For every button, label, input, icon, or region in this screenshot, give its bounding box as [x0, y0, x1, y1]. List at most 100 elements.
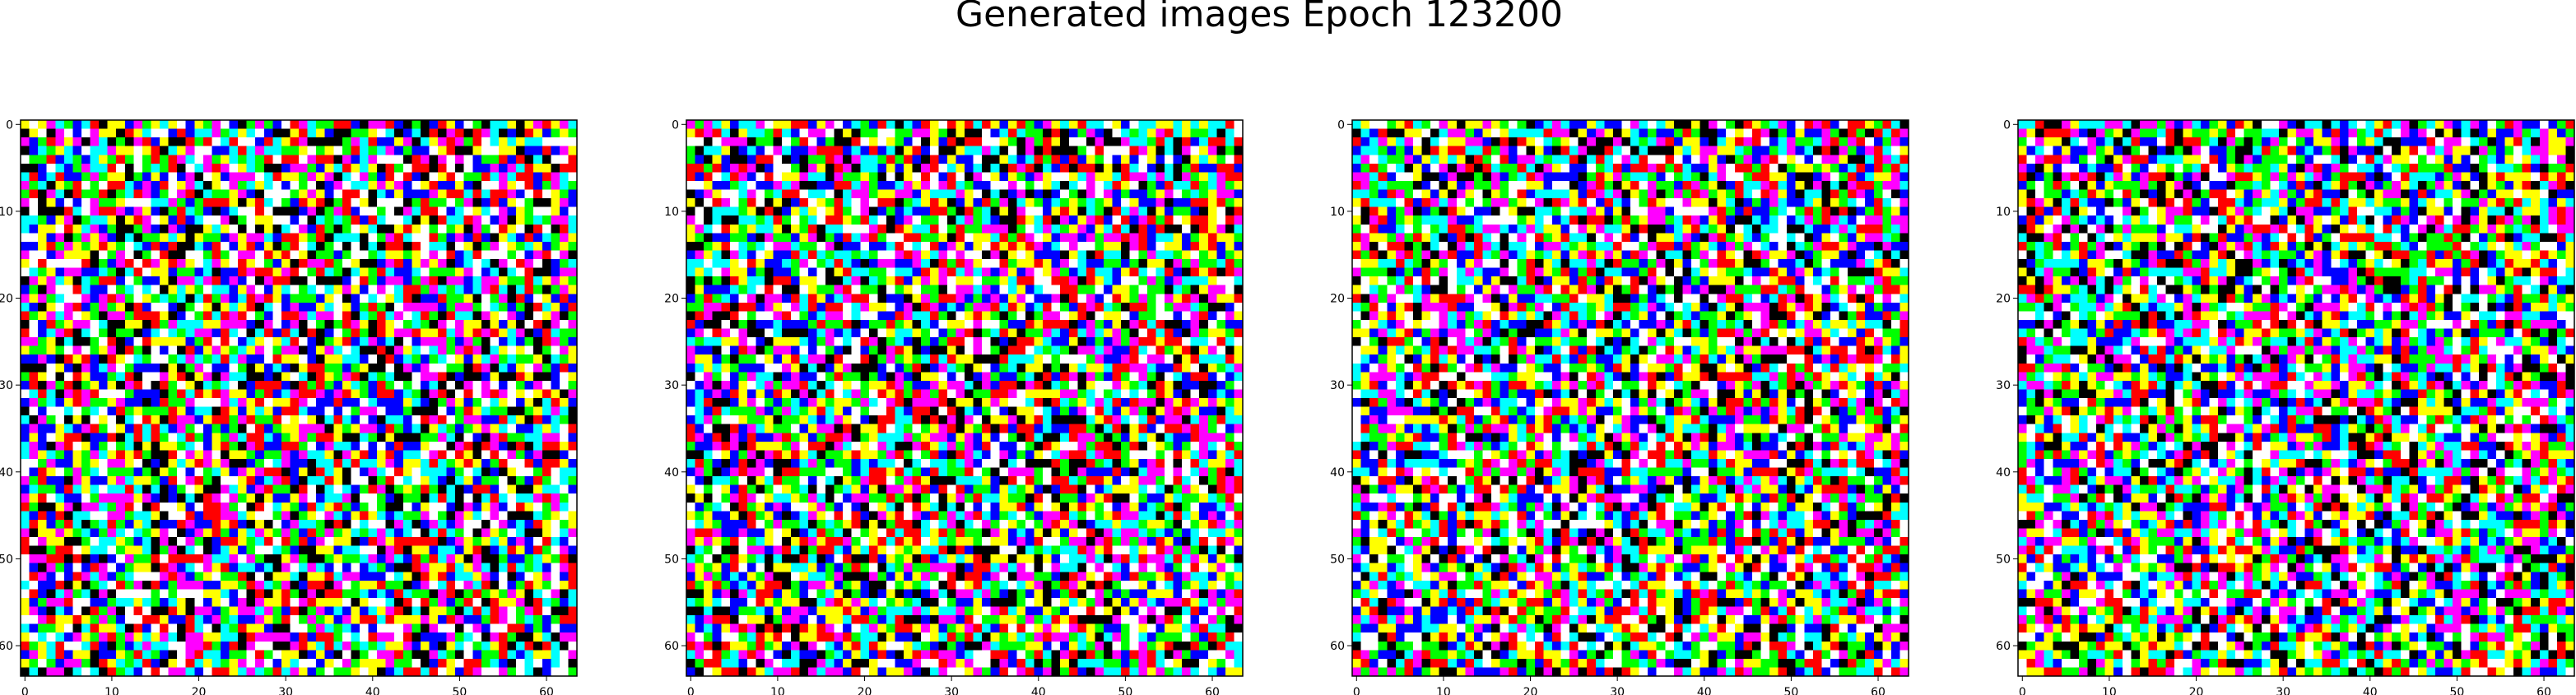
pixel — [133, 389, 143, 399]
pixel — [420, 354, 430, 364]
pixel — [281, 302, 291, 312]
pixel — [507, 250, 517, 260]
pixel — [704, 180, 714, 191]
pixel — [825, 215, 835, 225]
pixel — [542, 328, 551, 338]
pixel — [238, 259, 248, 269]
pixel — [368, 424, 378, 433]
pixel — [533, 632, 543, 642]
pixel — [498, 415, 509, 425]
pixel — [385, 215, 395, 225]
pixel — [551, 180, 560, 191]
pixel — [790, 233, 800, 243]
pixel — [63, 580, 73, 590]
pixel — [385, 224, 395, 234]
pixel — [472, 641, 482, 651]
pixel — [359, 328, 370, 338]
pixel — [151, 623, 160, 633]
pixel — [168, 484, 178, 494]
pixel — [238, 189, 248, 199]
pixel — [729, 120, 739, 130]
pixel — [712, 215, 722, 225]
pixel — [202, 302, 212, 312]
pixel — [324, 650, 334, 660]
pixel — [946, 180, 957, 191]
pixel — [420, 319, 430, 330]
pixel — [1007, 198, 1017, 208]
pixel — [238, 424, 248, 433]
pixel — [1016, 189, 1026, 199]
pixel — [255, 632, 265, 642]
pixel — [999, 128, 1009, 138]
pixel — [194, 650, 204, 660]
pixel — [46, 337, 56, 347]
pixel — [324, 458, 334, 469]
pixel — [542, 589, 551, 599]
pixel — [568, 120, 578, 130]
pixel — [385, 380, 395, 391]
pixel — [246, 433, 256, 442]
pixel — [220, 285, 230, 294]
pixel — [782, 146, 792, 155]
pixel — [738, 189, 748, 199]
pixel — [394, 267, 404, 277]
pixel — [886, 224, 896, 234]
pixel — [90, 120, 100, 130]
pixel — [498, 650, 509, 660]
pixel — [333, 345, 343, 355]
pixel — [272, 502, 282, 512]
pixel — [385, 311, 395, 321]
pixel — [1034, 163, 1044, 173]
pixel — [72, 372, 82, 382]
pixel — [133, 172, 143, 182]
pixel — [281, 667, 291, 677]
pixel — [412, 650, 421, 660]
pixel — [490, 476, 500, 486]
pixel — [116, 433, 126, 442]
pixel — [568, 467, 578, 477]
pixel — [712, 198, 722, 208]
pixel — [746, 137, 757, 147]
pixel — [307, 424, 317, 433]
pixel — [498, 380, 509, 391]
pixel — [568, 389, 578, 399]
pixel — [1138, 172, 1148, 182]
pixel — [124, 302, 134, 312]
pixel — [463, 433, 473, 442]
pixel — [394, 155, 404, 164]
pixel — [1173, 180, 1183, 191]
pixel — [316, 615, 326, 625]
pixel — [524, 441, 534, 451]
pixel — [255, 137, 265, 147]
pixel — [490, 597, 500, 608]
pixel — [133, 580, 143, 590]
pixel — [746, 215, 757, 225]
pixel — [568, 502, 578, 512]
pixel — [142, 545, 152, 555]
pixel — [385, 406, 395, 416]
pixel — [185, 476, 195, 486]
pixel — [38, 337, 48, 347]
pixel — [1207, 163, 1217, 173]
pixel — [686, 172, 696, 182]
pixel — [516, 667, 526, 677]
pixel — [307, 658, 317, 669]
pixel — [299, 580, 309, 590]
pixel — [533, 389, 543, 399]
pixel — [46, 502, 56, 512]
pixel — [177, 294, 187, 303]
pixel — [21, 415, 30, 425]
pixel — [342, 563, 351, 572]
pixel — [81, 589, 91, 599]
pixel — [63, 180, 73, 191]
pixel — [765, 206, 774, 216]
pixel — [568, 267, 578, 277]
pixel — [316, 450, 326, 460]
pixel — [220, 476, 230, 486]
pixel — [142, 172, 152, 182]
pixel — [299, 172, 309, 182]
pixel — [246, 250, 256, 260]
pixel — [921, 172, 931, 182]
pixel — [255, 493, 265, 503]
pixel — [756, 215, 765, 225]
